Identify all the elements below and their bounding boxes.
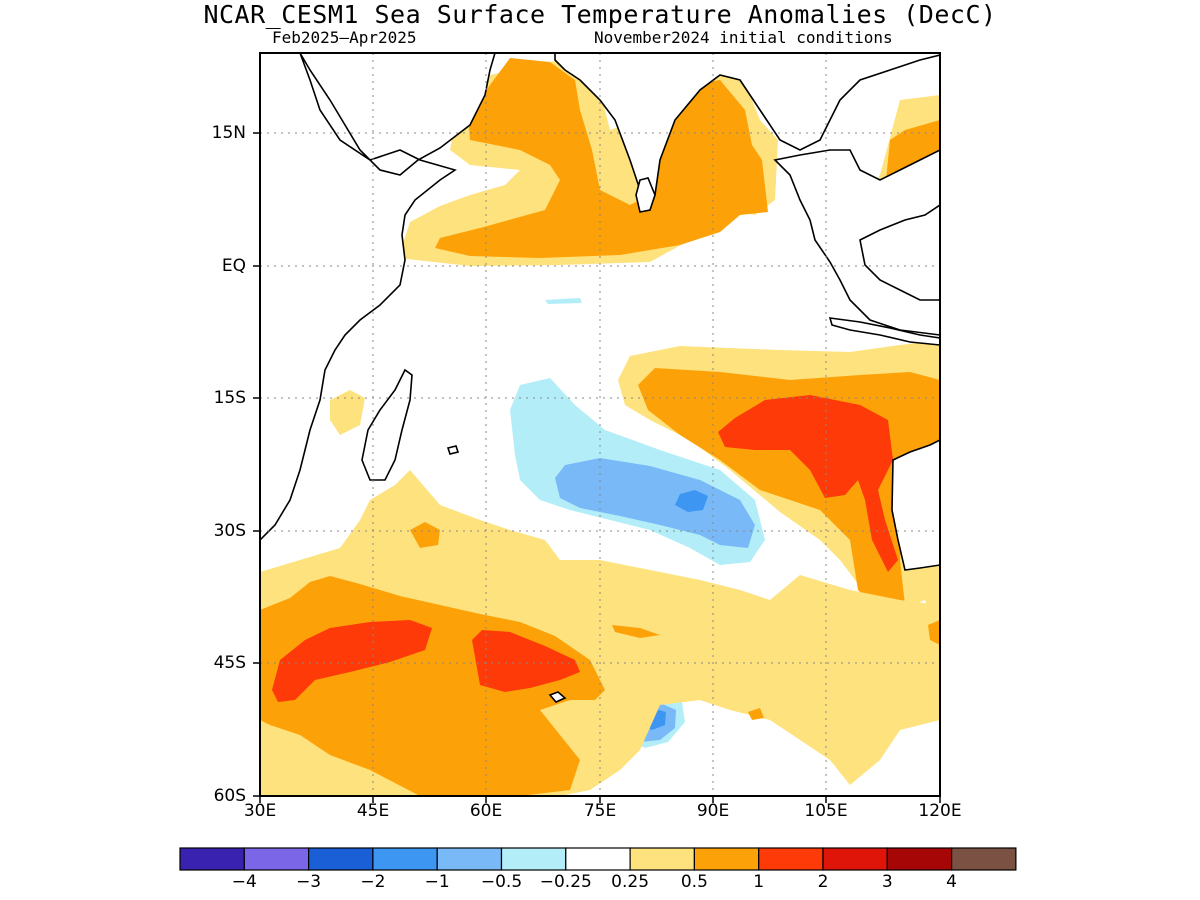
south-warm-red-west: [272, 620, 432, 702]
forecast-period: Feb2025–Apr2025: [272, 28, 417, 47]
warm-patch-4: [748, 708, 764, 720]
x-tick-105e: 105E: [804, 801, 848, 821]
colorbar-swatch: [372, 847, 438, 871]
colorbar-swatch: [500, 847, 567, 871]
colorbar-label: −2: [360, 872, 386, 892]
gridlines: [260, 53, 940, 796]
java-outline: [828, 317, 940, 346]
x-tick-45e: 45E: [356, 801, 390, 821]
y-tick-eq: EQ: [221, 256, 246, 276]
cool-deep: [675, 490, 708, 512]
colorbar-swatch: [693, 847, 760, 871]
south-warm-red-east: [472, 630, 580, 692]
y-tick-30s: 30S: [213, 521, 246, 541]
colorbar-label: −4: [231, 872, 257, 892]
mauritius-outline: [446, 445, 460, 455]
madagascar-outline: [361, 368, 413, 481]
colorbar-label: −1: [424, 872, 450, 892]
se-warm-red: [718, 395, 898, 572]
colorbar-label: 1: [753, 872, 765, 892]
colorbar-label: −0.25: [539, 872, 592, 892]
axis-ticks: [253, 132, 941, 803]
colorbar-swatch: [308, 847, 374, 871]
kerguelen-outline: [548, 691, 567, 703]
y-tick-15n: 15N: [211, 123, 246, 143]
borneo-outline: [859, 204, 940, 301]
colorbar-label: 3: [881, 872, 893, 892]
y-tick-45s: 45S: [213, 653, 246, 673]
x-tick-90e: 90E: [696, 801, 730, 821]
warm-patch-1: [410, 522, 440, 548]
colorbar-label: −3: [296, 872, 322, 892]
india-outline: [554, 53, 940, 207]
y-tick-15s: 15S: [213, 388, 246, 408]
colorbar-label: −0.5: [480, 872, 523, 892]
colorbar-swatch: [629, 847, 695, 871]
colorbar-label: 0.25: [611, 872, 650, 892]
sri-lanka-outline: [635, 177, 656, 213]
initial-conditions: November2024 initial conditions: [594, 28, 893, 47]
colorbar: [179, 847, 1017, 871]
x-tick-60e: 60E: [469, 801, 503, 821]
colorbar-label: 2: [817, 872, 829, 892]
australia-outline: [891, 439, 940, 571]
x-tick-30e: 30E: [243, 801, 277, 821]
y-tick-60s: 60S: [213, 786, 246, 806]
warm-patch-5: [928, 620, 940, 645]
land: [260, 53, 940, 703]
chart-title: NCAR_CESM1 Sea Surface Temperature Anoma…: [203, 0, 997, 29]
colorbar-label: 4: [946, 872, 957, 892]
colorbar-label: 0.5: [680, 872, 708, 892]
colorbar-swatch: [886, 847, 953, 871]
africa-outline: [260, 53, 496, 542]
anomaly-field: [260, 53, 940, 796]
cool-medium: [555, 458, 755, 548]
warm-patch-3: [330, 390, 365, 435]
colorbar-swatch: [822, 847, 888, 871]
x-tick-75e: 75E: [583, 801, 617, 821]
colorbar-swatch: [179, 847, 245, 871]
colorbar-swatch: [758, 847, 824, 871]
x-tick-120e: 120E: [918, 801, 962, 821]
cool-equatorial: [545, 298, 582, 304]
colorbar-swatch: [950, 847, 1017, 871]
warm-patch-2: [612, 625, 660, 638]
colorbar-swatch: [565, 847, 631, 871]
colorbar-swatch: [243, 847, 310, 871]
colorbar-swatch: [436, 847, 503, 871]
